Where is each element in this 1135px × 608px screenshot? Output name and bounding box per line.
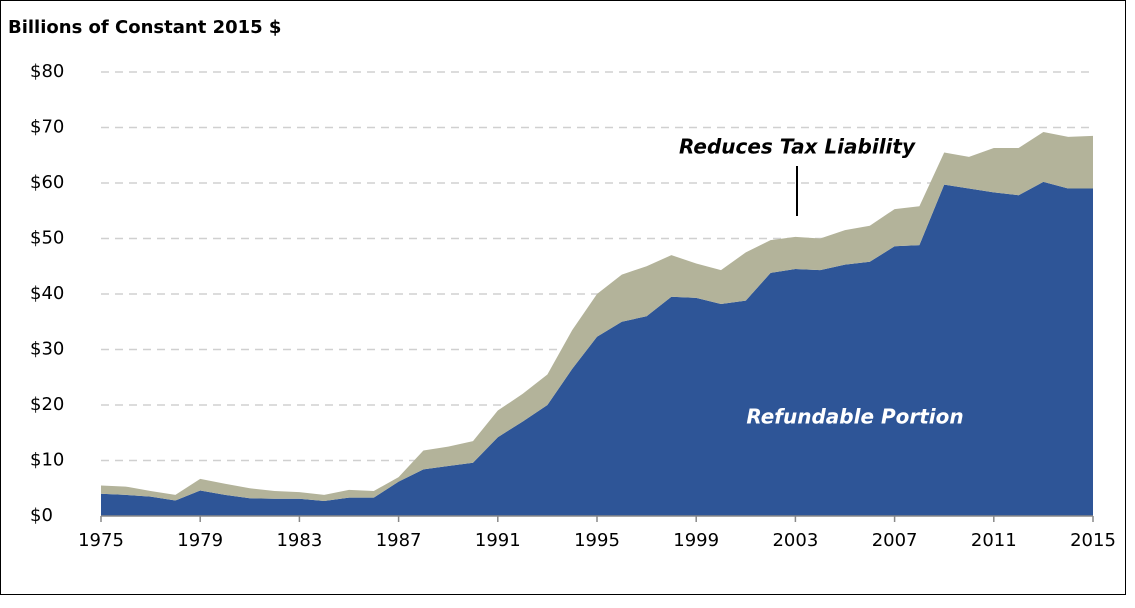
x-tick-label: 1999 bbox=[673, 530, 719, 551]
x-tick-label: 1995 bbox=[574, 530, 620, 551]
x-tick-label: 2011 bbox=[971, 530, 1017, 551]
y-tick-label: $40 bbox=[30, 283, 64, 304]
y-tick-label: $60 bbox=[30, 172, 64, 193]
x-tick-label: 2003 bbox=[772, 530, 818, 551]
x-tick-label: 1991 bbox=[475, 530, 521, 551]
y-tick-label: $80 bbox=[30, 61, 64, 82]
series-label: Reduces Tax Liability bbox=[679, 135, 916, 159]
axes: $0 $10 $20 $30 $40 $50 $60 $70 $80 1975 1979 1983 19… bbox=[30, 61, 1116, 551]
areas bbox=[101, 131, 1093, 516]
x-tick-label: 2007 bbox=[872, 530, 918, 551]
y-tick-label: $20 bbox=[30, 394, 64, 415]
x-tick-label: 1979 bbox=[177, 530, 223, 551]
x-tick-label: 1987 bbox=[376, 530, 422, 551]
x-tick-label: 2015 bbox=[1070, 530, 1116, 551]
x-tick-label: 1983 bbox=[276, 530, 322, 551]
chart-title: Billions of Constant 2015 $ bbox=[8, 17, 281, 38]
y-tick-label: $0 bbox=[30, 505, 53, 526]
area bbox=[101, 131, 1093, 502]
series-label: Refundable Portion bbox=[746, 405, 963, 429]
y-tick-label: $70 bbox=[30, 117, 64, 138]
y-tick-label: $50 bbox=[30, 228, 64, 249]
y-tick-label: $30 bbox=[30, 339, 64, 360]
x-tick-label: 1975 bbox=[78, 530, 124, 551]
y-tick-label: $10 bbox=[30, 450, 64, 471]
area bbox=[101, 181, 1093, 516]
